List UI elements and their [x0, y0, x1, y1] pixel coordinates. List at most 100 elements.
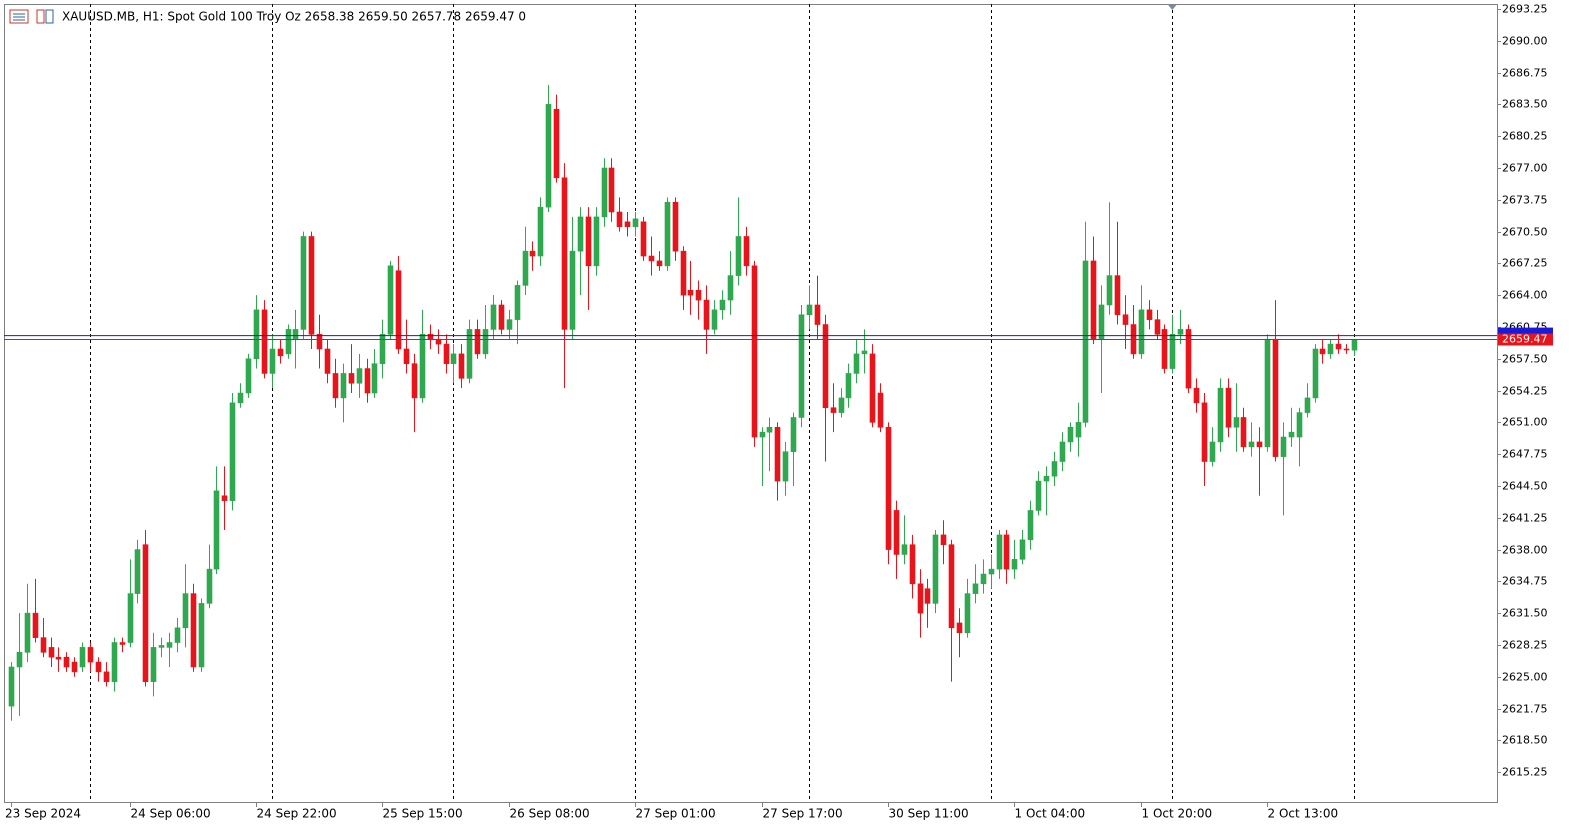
- candle-body: [1296, 412, 1303, 438]
- candle-body: [364, 368, 371, 394]
- candle-body: [766, 426, 773, 433]
- candle: [940, 520, 947, 565]
- candle-body: [632, 218, 639, 227]
- candle: [127, 559, 134, 648]
- candle: [1067, 422, 1074, 452]
- candle: [24, 583, 31, 663]
- y-tick-label: 2673.75: [1502, 194, 1548, 207]
- candle: [142, 529, 149, 687]
- candle-body: [830, 407, 837, 413]
- bid-price-label: 2659.47: [1502, 333, 1548, 346]
- icon[interactable]: [36, 9, 45, 24]
- candle-body: [40, 637, 47, 653]
- candle: [1114, 221, 1121, 325]
- candle: [119, 637, 126, 653]
- candle-body: [237, 392, 244, 404]
- candle-body: [103, 671, 110, 682]
- candle-body: [782, 451, 789, 482]
- candle-body: [371, 363, 378, 394]
- candle-body: [909, 544, 916, 585]
- y-tick-label: 2677.00: [1502, 162, 1548, 175]
- x-tick-label: 27 Sep 17:00: [763, 807, 843, 821]
- candle: [790, 412, 797, 486]
- y-tick-label: 2686.75: [1502, 67, 1548, 80]
- marker-triangle: [1167, 4, 1178, 10]
- candle-body: [24, 612, 31, 653]
- candle: [71, 657, 78, 677]
- y-tick-label: 2615.25: [1502, 766, 1548, 779]
- x-tick-label: 26 Sep 08:00: [510, 807, 590, 821]
- candle-body: [1209, 441, 1216, 462]
- candle-body: [695, 289, 702, 301]
- candle: [103, 662, 110, 687]
- candle-body: [1067, 426, 1074, 443]
- candle: [150, 632, 157, 697]
- candle: [174, 618, 181, 653]
- candle-body: [703, 299, 710, 330]
- y-tick-label: 2667.25: [1502, 257, 1548, 270]
- candle-body: [869, 353, 876, 423]
- candle: [909, 534, 916, 599]
- candle-body: [1043, 475, 1050, 482]
- candle: [158, 637, 165, 658]
- candle-body: [458, 353, 465, 379]
- candle: [624, 212, 631, 237]
- candle: [198, 598, 205, 672]
- y-tick-label: 2625.00: [1502, 671, 1548, 684]
- candle: [1161, 324, 1168, 374]
- candle: [1059, 432, 1066, 472]
- candle: [1075, 402, 1082, 457]
- candle: [1209, 427, 1216, 467]
- candle-body: [229, 402, 236, 501]
- candle: [32, 578, 39, 643]
- candle: [348, 344, 355, 394]
- candle: [1106, 202, 1113, 315]
- candle-body: [206, 568, 213, 604]
- candle-body: [964, 593, 971, 634]
- candle-body: [1098, 304, 1105, 340]
- candle: [743, 226, 750, 276]
- candle: [269, 334, 276, 389]
- candle: [300, 231, 307, 340]
- candle-body: [838, 397, 845, 413]
- candle: [924, 578, 931, 628]
- candle-body: [150, 647, 157, 682]
- x-tick-label: 25 Sep 15:00: [383, 807, 463, 821]
- candle-body: [395, 270, 402, 350]
- candle: [111, 637, 118, 692]
- candle-body: [8, 666, 15, 707]
- candle: [1312, 344, 1319, 403]
- candle: [387, 260, 394, 340]
- candle-body: [269, 348, 276, 374]
- candle-body: [1177, 329, 1184, 335]
- candle-body: [956, 622, 963, 634]
- candle-body: [1019, 539, 1026, 560]
- candle: [1280, 422, 1287, 516]
- candle-body: [798, 314, 805, 418]
- candle-body: [687, 289, 694, 296]
- candle-body: [924, 588, 931, 604]
- candle: [364, 358, 371, 403]
- candle-body: [387, 265, 394, 335]
- candle: [221, 466, 228, 530]
- candle: [569, 216, 576, 340]
- candle: [593, 207, 600, 276]
- candle-body: [48, 647, 55, 658]
- candle: [1122, 295, 1129, 349]
- y-tick-label: 2693.25: [1502, 3, 1548, 16]
- candle: [719, 290, 726, 320]
- candle: [901, 515, 908, 565]
- candle: [1019, 529, 1026, 565]
- candle: [703, 285, 710, 354]
- candle-body: [672, 201, 679, 252]
- candle-body: [759, 431, 766, 438]
- candle: [522, 226, 529, 296]
- candle: [411, 353, 418, 433]
- candle: [340, 363, 347, 423]
- chart-title: XAUUSD.MB, H1: Spot Gold 100 Troy Oz 265…: [62, 10, 526, 24]
- candle: [1248, 422, 1255, 457]
- candle: [95, 657, 102, 682]
- candle: [1193, 378, 1200, 413]
- y-tick-label: 2638.00: [1502, 544, 1548, 557]
- candle-body: [55, 656, 62, 660]
